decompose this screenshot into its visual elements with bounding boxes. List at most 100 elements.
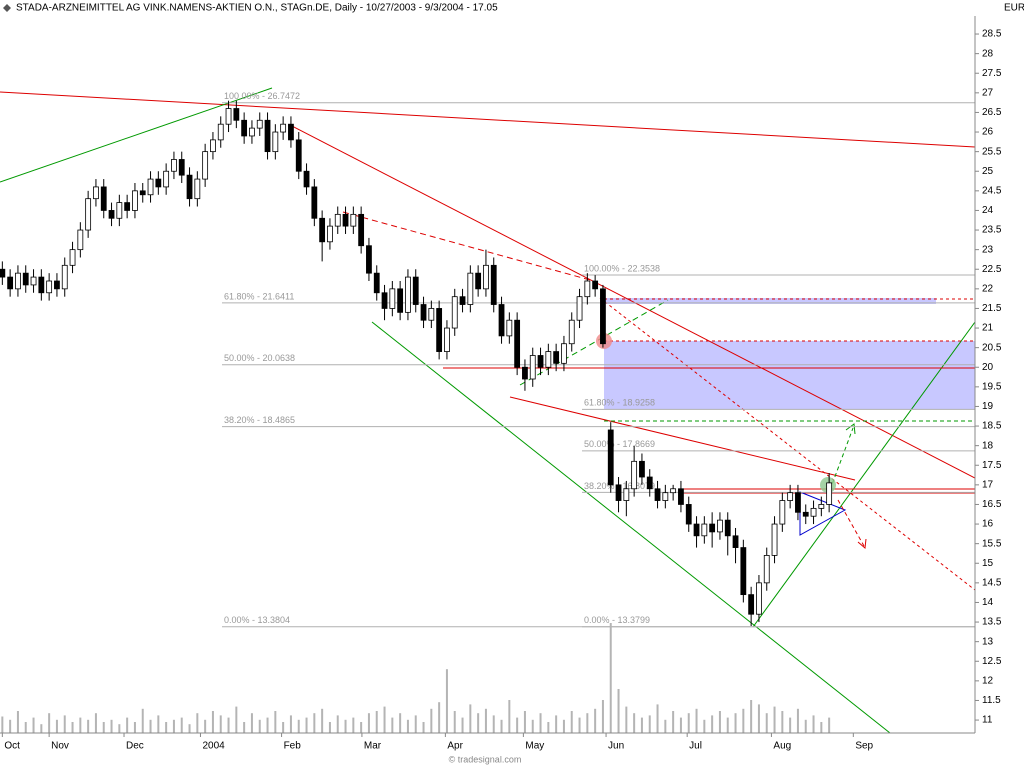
x-tick-label: Aug [773,741,791,752]
candle-body [451,296,458,329]
chart-title: STADA-ARZNEIMITTEL AG VINK.NAMENS-AKTIEN… [16,3,498,14]
volume-bar [391,717,394,733]
volume-bar [172,719,175,733]
volume-bar [828,717,831,733]
x-tick-label: 2004 [202,741,225,752]
volume-bar [110,719,113,733]
candle-body [514,319,521,368]
fib-label: 100.00% - 26.7472 [224,91,300,101]
candle-body [61,264,68,290]
volume-bar [703,719,706,733]
fib-label: 61.80% - 18.9258 [584,398,655,408]
volume-bar [235,706,238,733]
trend-line [289,124,975,479]
volume-bar [102,722,105,733]
candle-body [85,198,92,231]
volume-bar [789,717,792,733]
candle-body [272,131,279,153]
candle-body [584,280,591,298]
volume-bar [32,717,35,733]
candle-body [295,139,302,172]
volume-bar [422,722,425,733]
candle-body [350,213,357,227]
candle-body [256,119,263,129]
candle-body [132,190,138,211]
y-tick-label: 14 [982,597,994,608]
volume-bar [367,713,370,733]
candle-body [529,355,536,380]
volume-bar [516,717,519,733]
candle-body [249,127,255,137]
y-tick-label: 28.5 [982,29,1002,40]
candle-body [93,186,99,200]
candle-body [178,159,185,176]
volume-bar [430,708,433,733]
volume-bar [648,715,651,733]
candle-body [654,488,661,501]
volume-bar [71,722,74,733]
y-tick-label: 21.5 [982,303,1002,314]
candle-body [210,139,216,153]
candle-body [366,245,372,274]
fib-label: 100.00% - 22.3538 [584,263,660,273]
volume-bar [570,711,573,733]
fib-label: 0.00% - 13.3799 [584,615,650,625]
y-tick-label: 24 [982,205,994,216]
candle-body [615,484,622,501]
volume-bar [87,719,90,733]
trend-line [509,396,856,481]
y-tick-label: 20 [982,362,994,373]
candle-body [15,272,21,290]
y-tick-label: 27.5 [982,68,1002,79]
volume-bar [765,713,768,733]
candle-body [732,535,739,548]
y-tick-label: 14.5 [982,577,1002,588]
volume-bar [757,704,760,733]
fib-label: 50.00% - 20.0638 [224,353,295,363]
candle-body [0,268,6,278]
candle-body [319,217,326,243]
trend-line [0,87,273,183]
volume-bar [165,722,168,733]
volume-bar [211,711,214,733]
candle-body [685,504,692,525]
trend-line [0,91,975,148]
candle-body [724,519,731,537]
volume-bar [258,719,261,733]
candle-body [155,178,162,188]
volume-bar [539,713,542,733]
candle-body [607,429,614,486]
y-tick-label: 28 [982,48,994,59]
candle-body [444,327,450,352]
volume-bar [313,713,316,733]
candle-body [756,582,762,615]
y-tick-label: 25.5 [982,146,1002,157]
candle-body [592,280,599,290]
volume-bar [633,713,636,733]
volume-bar [508,700,511,733]
volume-bar [469,704,472,733]
arrow-head [845,423,856,435]
candle-body [288,123,294,141]
candle-body [623,488,630,501]
fib-label: 0.00% - 13.3804 [224,615,290,625]
candle-body [771,523,778,556]
candle-body [202,151,209,180]
x-tick-label: Jul [689,741,702,752]
candle-body [763,555,770,584]
volume-bar [773,706,776,733]
volume-bar [243,722,246,733]
candle-body [802,511,809,517]
candle-body [303,170,310,188]
candle-body [467,272,474,305]
volume-bar [188,724,191,733]
volume-bar [180,717,183,733]
volume-bar [711,715,714,733]
candle-body [740,547,747,596]
fib-label: 38.20% - 18.4865 [224,415,295,425]
y-tick-label: 24.5 [982,185,1002,196]
y-tick-label: 23 [982,244,994,255]
candle-body [186,174,193,200]
candle-body [46,280,53,294]
